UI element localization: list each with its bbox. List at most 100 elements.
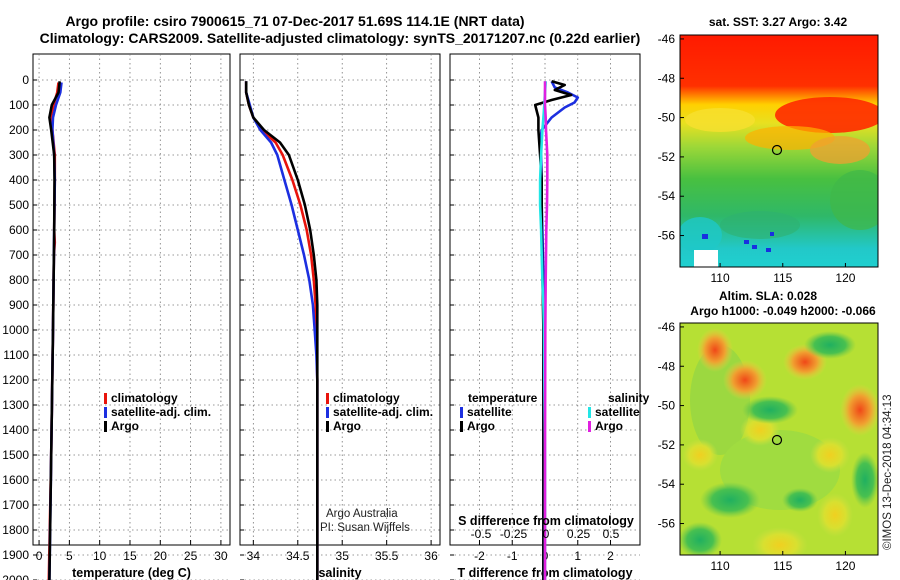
depth-tick-label: 1700 bbox=[2, 498, 29, 512]
salinity-legend-swatch-climatology bbox=[326, 393, 329, 404]
sst-map bbox=[680, 35, 878, 267]
depth-tick-label: 600 bbox=[9, 223, 29, 237]
salinity-annotation-line1: Argo Australia bbox=[326, 508, 398, 520]
depth-tick-label: 0 bbox=[22, 73, 29, 87]
difference-legend-temperature-argo: Argo bbox=[467, 419, 495, 433]
difference-series-argo_salinity-line bbox=[543, 81, 549, 580]
salinity-legend-label-satellite: satellite-adj. clim. bbox=[333, 405, 433, 419]
depth-tick-label: 1100 bbox=[3, 348, 29, 362]
temperature-legend-label-argo: Argo bbox=[111, 419, 139, 433]
temperature-legend-swatch-argo bbox=[104, 421, 107, 432]
depth-tick-label: 100 bbox=[9, 98, 29, 112]
difference-tick-label-x: 2 bbox=[607, 549, 614, 563]
difference-legend-temperature-satellite: satellite bbox=[467, 405, 512, 419]
sla-map-subtitle: Argo h1000: -0.049 h2000: -0.066 bbox=[690, 304, 876, 318]
salinity-tick-label-x: 35 bbox=[336, 549, 350, 563]
temperature-panel: 0 5 10 15 20 25 300100200300400500600700800900… bbox=[2, 53, 231, 580]
sla-map-frame bbox=[679, 322, 879, 556]
difference-salinity-tick-label: 0.25 bbox=[567, 527, 591, 541]
depth-tick-label: 1500 bbox=[2, 448, 29, 462]
sla-map-lat-label: -56 bbox=[658, 517, 676, 531]
sst-map-lat-label: -46 bbox=[658, 32, 676, 46]
difference-tick-label-x: -1 bbox=[507, 549, 518, 563]
depth-tick-label: 1900 bbox=[2, 548, 29, 562]
sst-map-lat-label: -48 bbox=[658, 71, 676, 85]
depth-tick-label: 200 bbox=[9, 123, 29, 137]
temperature-legend-label-climatology: climatology bbox=[111, 391, 178, 405]
sla-map-lon-label: 120 bbox=[835, 559, 855, 573]
sst-map-title: sat. SST: 3.27 Argo: 3.42 bbox=[709, 15, 848, 29]
depth-tick-label: 300 bbox=[9, 148, 29, 162]
salinity-panel: 34 34.5 35 35.5 36 salinity climatologysatelli… bbox=[239, 53, 441, 580]
temperature-series-argo-line bbox=[48, 81, 61, 580]
sla-map-lat-label: -52 bbox=[658, 438, 676, 452]
depth-tick-label: 1400 bbox=[2, 423, 29, 437]
figure-title-line2: Climatology: CARS2009. Satellite-adjuste… bbox=[40, 30, 641, 46]
difference-salinity-tick-label: 0 bbox=[543, 527, 550, 541]
salinity-tick-label-x: 36 bbox=[424, 549, 438, 563]
sla-map-lat-label: -54 bbox=[658, 477, 676, 491]
salinity-tick-label-x: 35.5 bbox=[375, 549, 399, 563]
sla-map-title: Altim. SLA: 0.028 bbox=[719, 289, 817, 303]
salinity-x-axis-label: salinity bbox=[318, 566, 361, 580]
sst-map-lat-label: -52 bbox=[658, 150, 676, 164]
depth-tick-label: 1200 bbox=[2, 373, 29, 387]
depth-tick-label: 400 bbox=[9, 173, 29, 187]
sla-map-lon-label: 110 bbox=[711, 559, 730, 573]
figure-title-line1: Argo profile: csiro 7900615_71 07-Dec-20… bbox=[65, 13, 524, 29]
temperature-tick-label-x: 30 bbox=[214, 549, 228, 563]
sst-map-lon-label: 115 bbox=[773, 271, 792, 285]
temperature-tick-label-x: 20 bbox=[154, 549, 168, 563]
sst-map-frame bbox=[679, 34, 879, 268]
temperature-legend-swatch-satellite bbox=[104, 407, 107, 418]
salinity-legend-swatch-satellite bbox=[326, 407, 329, 418]
difference-panel: -2 -1 0 1 2T difference from climatology-0.5… bbox=[449, 53, 650, 580]
depth-tick-label: 1600 bbox=[2, 473, 29, 487]
sst-map-lon-label: 110 bbox=[711, 271, 730, 285]
sst-argo-position-marker bbox=[771, 144, 783, 156]
difference-salinity-tick-label: -0.25 bbox=[500, 527, 528, 541]
temperature-tick-label-x: 10 bbox=[93, 549, 107, 563]
salinity-annotation-line2: PI: Susan Wijffels bbox=[320, 522, 410, 534]
sla-argo-position-marker bbox=[771, 434, 783, 446]
depth-tick-label: 1000 bbox=[2, 323, 29, 337]
salinity-series-argo-line bbox=[244, 81, 319, 580]
depth-tick-label: 2000 bbox=[2, 573, 29, 580]
temperature-plot-frame bbox=[32, 53, 231, 546]
sla-map-lat-label: -48 bbox=[658, 359, 676, 373]
salinity-legend-label-climatology: climatology bbox=[333, 391, 400, 405]
depth-tick-label: 1800 bbox=[2, 523, 29, 537]
difference-legend-salinity-swatch-argo_salinity bbox=[588, 421, 591, 432]
difference-legend-temperature-title: temperature bbox=[468, 391, 538, 405]
difference-legend-temperature-swatch-argo bbox=[460, 421, 463, 432]
sla-map-lat-label: -50 bbox=[658, 399, 676, 413]
difference-legend-salinity-argo_salinity: Argo bbox=[595, 419, 623, 433]
temperature-legend-label-satellite: satellite-adj. clim. bbox=[111, 405, 211, 419]
sla-map-lon-label: 115 bbox=[773, 559, 792, 573]
temperature-tick-label-x: 15 bbox=[123, 549, 137, 563]
difference-tick-label-x: -2 bbox=[474, 549, 485, 563]
difference-tick-label-x: 1 bbox=[574, 549, 581, 563]
depth-tick-label: 700 bbox=[9, 248, 29, 262]
imos-watermark: ©IMOS 13-Dec-2018 04:34:13 bbox=[882, 394, 894, 550]
sla-map-lat-label: -46 bbox=[658, 320, 676, 334]
salinity-legend-swatch-argo bbox=[326, 421, 329, 432]
sla-map bbox=[680, 323, 878, 555]
salinity-tick-label-x: 34 bbox=[247, 549, 261, 563]
depth-tick-label: 800 bbox=[9, 273, 29, 287]
sst-map-lat-label: -50 bbox=[658, 111, 676, 125]
difference-salinity-axis-label: S difference from climatology bbox=[458, 514, 634, 528]
depth-tick-label: 900 bbox=[9, 298, 29, 312]
temperature-tick-label-x: 0 bbox=[36, 549, 43, 563]
depth-tick-label: 500 bbox=[9, 198, 29, 212]
difference-legend-temperature-swatch-satellite bbox=[460, 407, 463, 418]
difference-legend-salinity-swatch-satellite_salinity bbox=[588, 407, 591, 418]
salinity-plot-frame bbox=[239, 53, 441, 546]
difference-legend-salinity-satellite_salinity: satellite bbox=[595, 405, 640, 419]
sst-map-lat-label: -56 bbox=[658, 229, 676, 243]
temperature-tick-label-x: 5 bbox=[66, 549, 73, 563]
sst-map-lat-label: -54 bbox=[658, 189, 676, 203]
sst-map-lon-label: 120 bbox=[835, 271, 855, 285]
salinity-legend-label-argo: Argo bbox=[333, 419, 361, 433]
